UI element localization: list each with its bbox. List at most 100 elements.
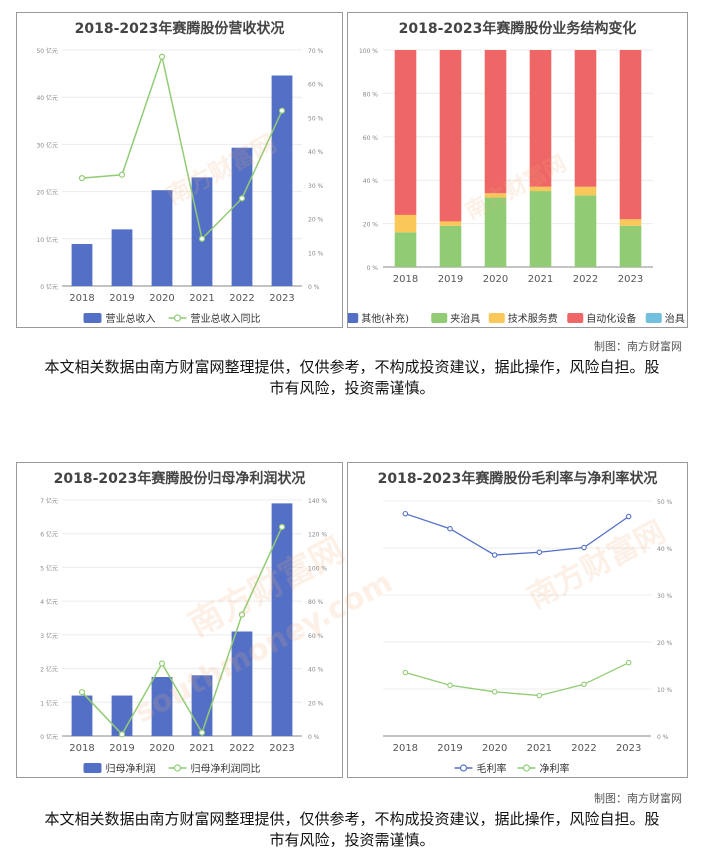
line-point [491, 689, 498, 695]
chart-title: 2018-2023年赛腾股份毛利率与净利率状况 [378, 470, 658, 487]
x-tick-label: 2021 [527, 743, 552, 754]
legend-label: 毛利率 [477, 762, 507, 775]
chart-credit: 制图：南方财富网 [594, 340, 682, 353]
bar [151, 677, 173, 736]
stacked-bar-segment [619, 219, 642, 226]
y2-tick-label: 20 % [657, 640, 673, 647]
legend-label: 归母净利润 [106, 762, 156, 775]
x-tick-label: 2020 [483, 274, 508, 285]
y-tick-label: 4 亿元 [40, 598, 58, 606]
legend-swatch [488, 313, 505, 323]
legend-label: 其他(补充) [361, 312, 409, 325]
legend-label: 营业总收入同比 [191, 312, 261, 325]
line-point [625, 659, 632, 666]
x-tick-label: 2022 [229, 743, 254, 754]
line-point [198, 729, 206, 736]
line-point [118, 171, 126, 178]
line-point [78, 689, 86, 696]
y2-tick-label: 20 % [308, 217, 324, 224]
x-tick-label: 2018 [393, 274, 418, 285]
y2-tick-label: 140 % [308, 498, 327, 505]
y-tick-label: 40 % [363, 178, 379, 185]
x-tick-label: 2018 [69, 293, 94, 304]
x-tick-label: 2023 [616, 743, 641, 754]
x-tick-label: 2021 [189, 743, 214, 754]
y-tick-label: 30 亿元 [36, 141, 58, 149]
y2-tick-label: 40 % [657, 546, 673, 553]
y2-tick-label: 10 % [308, 250, 324, 257]
y2-tick-label: 0 % [308, 284, 320, 291]
line-point [158, 53, 166, 60]
y-tick-label: 50 亿元 [36, 47, 58, 55]
y2-tick-label: 20 % [308, 700, 324, 707]
revenue-chart-panel: 2018-2023年赛腾股份营收状况 0 亿元 10 亿元 20 亿元 30 亿元 40 … [16, 12, 343, 328]
bar [191, 675, 213, 736]
y2-tick-label: 30 % [308, 183, 324, 190]
x-tick-label: 2019 [438, 274, 463, 285]
stacked-bar-segment [529, 50, 552, 187]
line-point [581, 544, 587, 551]
x-tick-label: 2020 [149, 743, 174, 754]
x-tick-label: 2022 [571, 743, 596, 754]
legend-label: 夹治具 [450, 312, 480, 325]
legend-label: 净利率 [540, 762, 570, 775]
legend-swatch-marker [459, 764, 468, 772]
y-tick-label: 0 亿元 [40, 283, 58, 291]
bar [271, 75, 293, 286]
y-tick-label: 5 亿元 [40, 564, 58, 572]
y2-tick-label: 100 % [308, 565, 327, 572]
y2-tick-label: 120 % [308, 532, 327, 539]
stacked-bar-segment [574, 50, 597, 187]
line-point [158, 660, 166, 667]
y2-tick-label: 50 % [657, 499, 673, 506]
x-tick-label: 2020 [482, 743, 507, 754]
line-point [625, 513, 632, 520]
bar [71, 695, 93, 736]
stacked-bar-segment [619, 225, 642, 267]
legend-label: 营业总收入 [106, 312, 156, 325]
bar [231, 147, 253, 286]
line-point [238, 611, 246, 618]
chart-credit: 制图：南方财富网 [594, 792, 682, 805]
legend-swatch [83, 763, 102, 773]
y-tick-label: 80 % [363, 91, 379, 98]
line-point [447, 682, 453, 688]
x-tick-label: 2023 [269, 293, 294, 304]
legend-swatch [567, 313, 584, 323]
bar [191, 177, 213, 286]
y-tick-label: 2 亿元 [40, 666, 58, 674]
disclaimer-text: 本文相关数据由南方财富网整理提供，仅供参考，不构成投资建议，据此操作，风险自担。… [44, 810, 660, 849]
line-point [278, 523, 286, 531]
y-tick-label: 60 % [363, 135, 379, 142]
line-point [118, 731, 126, 738]
bar [231, 631, 253, 736]
chart-title: 2018-2023年赛腾股份营收状况 [75, 20, 285, 37]
y2-tick-label: 80 % [308, 599, 324, 606]
x-tick-label: 2019 [437, 743, 462, 754]
line-point [536, 692, 543, 699]
legend-label: 自动化设备 [586, 312, 636, 325]
x-tick-label: 2018 [393, 743, 418, 754]
y-tick-label: 20 % [363, 222, 379, 229]
legend-swatch [431, 313, 448, 323]
stacked-bar-segment [484, 197, 507, 267]
series-line [405, 662, 629, 697]
legend-swatch-marker [522, 764, 531, 772]
bar [111, 229, 133, 286]
stacked-bar-segment [619, 50, 642, 220]
y-tick-label: 100 % [359, 48, 378, 55]
y2-tick-label: 70 % [308, 48, 324, 55]
x-tick-label: 2018 [69, 743, 94, 754]
series-line [81, 526, 283, 736]
y-tick-label: 20 亿元 [36, 189, 58, 197]
line-point [198, 235, 206, 242]
chart-title: 2018-2023年赛腾股份业务结构变化 [399, 20, 637, 37]
x-tick-label: 2019 [109, 293, 134, 304]
legend-swatch [83, 313, 102, 323]
business-structure-chart-panel: 2018-2023年赛腾股份业务结构变化 0 % 20 % 40 % 60 % 80 % 1… [347, 12, 688, 328]
y2-tick-label: 30 % [657, 593, 673, 600]
line-point [581, 681, 587, 688]
stacked-bar-segment [574, 186, 597, 196]
y-tick-label: 3 亿元 [40, 632, 58, 640]
legend-swatch-marker [173, 764, 182, 772]
